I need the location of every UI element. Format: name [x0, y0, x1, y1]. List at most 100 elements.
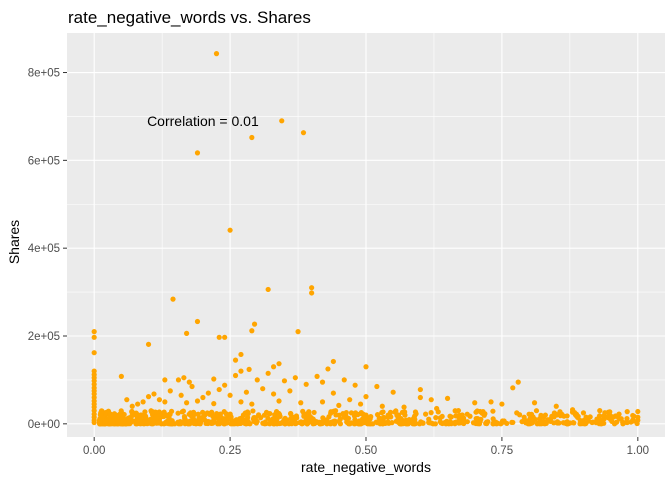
- data-point: [276, 410, 282, 417]
- data-point: [571, 420, 577, 426]
- data-point: [288, 415, 294, 421]
- x-tick-label: 0.75: [491, 445, 513, 457]
- data-point: [444, 395, 451, 401]
- data-point: [195, 411, 201, 417]
- data-point: [306, 409, 312, 415]
- data-point: [111, 411, 117, 417]
- data-point: [390, 389, 396, 395]
- data-point: [341, 377, 347, 383]
- data-point: [298, 400, 304, 406]
- data-point: [367, 416, 373, 422]
- data-point: [222, 334, 228, 340]
- data-point: [598, 421, 604, 427]
- data-point: [377, 421, 383, 427]
- data-point: [170, 296, 176, 302]
- data-point: [91, 419, 97, 426]
- data-point: [238, 368, 244, 374]
- data-point: [197, 419, 204, 425]
- data-point: [569, 407, 576, 413]
- data-point: [388, 414, 394, 420]
- data-point: [288, 410, 294, 417]
- data-point: [455, 408, 462, 414]
- data-point: [313, 419, 319, 426]
- y-tick-label: 8e+05: [28, 68, 60, 80]
- data-point: [211, 401, 217, 407]
- data-point: [533, 408, 540, 414]
- data-point: [309, 290, 315, 296]
- data-point: [530, 419, 536, 425]
- data-point: [118, 408, 124, 414]
- data-point: [326, 414, 332, 420]
- data-point: [423, 411, 429, 417]
- data-point: [397, 421, 403, 427]
- data-point: [426, 419, 432, 426]
- data-point: [295, 329, 301, 335]
- data-point: [412, 416, 418, 423]
- data-point: [137, 416, 143, 422]
- data-point: [151, 391, 157, 397]
- chart-title: rate_negative_words vs. Shares: [68, 8, 311, 27]
- data-point: [238, 351, 244, 358]
- data-point: [467, 413, 473, 419]
- data-point: [97, 420, 103, 426]
- data-point: [593, 420, 599, 426]
- data-point: [485, 419, 491, 425]
- data-point: [150, 421, 156, 427]
- data-point: [430, 421, 436, 427]
- data-point: [179, 409, 185, 415]
- data-point: [276, 398, 282, 404]
- data-point: [319, 399, 326, 405]
- data-point: [125, 420, 132, 426]
- y-tick-label: 0e+00: [28, 419, 60, 431]
- data-point: [153, 414, 159, 420]
- data-point: [119, 416, 126, 423]
- x-axis-ticks: 0.00 0.25 0.50 0.75 1.00: [83, 437, 649, 457]
- data-point: [325, 366, 331, 372]
- data-point: [221, 416, 228, 422]
- data-point: [190, 409, 197, 415]
- data-point: [620, 421, 626, 427]
- data-point: [245, 414, 251, 421]
- data-point: [184, 330, 190, 336]
- data-point: [470, 420, 477, 426]
- data-point: [178, 392, 184, 398]
- data-point: [305, 414, 311, 421]
- data-point: [265, 286, 271, 293]
- data-point: [453, 413, 459, 419]
- correlation-annotation: Correlation = 0.01: [147, 113, 259, 129]
- data-point: [380, 409, 386, 415]
- data-point: [148, 409, 155, 415]
- data-point: [608, 413, 614, 419]
- data-point: [399, 409, 406, 415]
- data-point: [475, 416, 481, 422]
- data-point: [352, 417, 358, 423]
- data-point: [602, 410, 608, 416]
- data-point: [115, 419, 121, 425]
- data-point: [102, 418, 108, 424]
- data-point: [585, 418, 592, 424]
- data-point: [531, 400, 538, 406]
- data-point: [162, 399, 168, 405]
- data-point: [447, 419, 453, 425]
- data-point: [514, 410, 520, 416]
- data-point: [184, 400, 190, 406]
- data-point: [501, 419, 507, 425]
- data-point: [343, 409, 349, 416]
- data-point: [303, 419, 309, 425]
- data-point: [345, 415, 352, 421]
- data-point: [543, 418, 550, 425]
- data-point: [526, 411, 532, 417]
- data-point: [287, 388, 293, 394]
- data-point: [186, 379, 192, 385]
- data-point: [330, 358, 336, 365]
- data-point: [249, 134, 255, 141]
- data-point: [519, 419, 525, 425]
- data-point: [556, 420, 562, 426]
- data-point: [194, 318, 201, 325]
- data-point: [614, 419, 620, 425]
- data-point: [185, 421, 191, 427]
- data-point: [300, 130, 307, 136]
- data-point: [292, 375, 298, 381]
- data-point: [250, 408, 256, 414]
